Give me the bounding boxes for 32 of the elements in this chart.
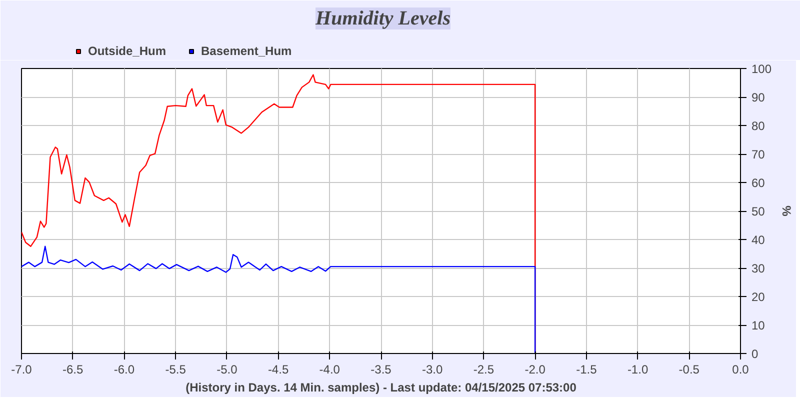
y-axis-title: % [780, 206, 794, 217]
x-tick-label: -5.0 [216, 362, 238, 376]
y-tick-label: 80 [752, 119, 766, 133]
x-tick-label: -5.5 [165, 362, 186, 376]
y-tick-label: 0 [752, 347, 758, 361]
x-tick-label: -3.0 [422, 362, 444, 376]
y-tick-label: 40 [752, 233, 766, 247]
x-tick-label: -7.0 [11, 362, 32, 376]
y-tick-label: 30 [752, 262, 766, 276]
x-tick-label: -3.5 [370, 362, 392, 376]
x-tick-label: -1.0 [627, 362, 648, 376]
x-tick-label: -6.5 [62, 362, 84, 376]
x-tick-label: -2.5 [473, 362, 494, 376]
x-axis-title: (History in Days. 14 Min. samples) - Last update: 04/15/2025 07:53:00 [186, 380, 577, 394]
x-tick-label: -6.0 [114, 362, 135, 376]
legend-label: Outside_Hum [88, 44, 166, 58]
y-tick-label: 90 [752, 90, 766, 104]
x-tick-label: -4.5 [268, 362, 289, 376]
y-tick-label: 60 [752, 176, 766, 190]
y-tick-label: 20 [752, 290, 766, 304]
line-series [22, 246, 536, 354]
chart-title: Humidity Levels [314, 8, 451, 30]
y-tick-label: 50 [752, 204, 766, 218]
x-tick-label: -0.5 [678, 362, 700, 376]
legend-label: Basement_Hum [201, 44, 292, 58]
y-tick-label: 70 [752, 148, 766, 162]
y-tick-label: 10 [752, 318, 766, 332]
x-tick-label: -2.0 [524, 362, 546, 376]
x-tick-label: 0.0 [732, 362, 750, 376]
y-tick-label: 100 [752, 62, 772, 76]
x-tick-label: -4.0 [319, 362, 340, 376]
x-tick-label: -1.5 [576, 362, 598, 376]
